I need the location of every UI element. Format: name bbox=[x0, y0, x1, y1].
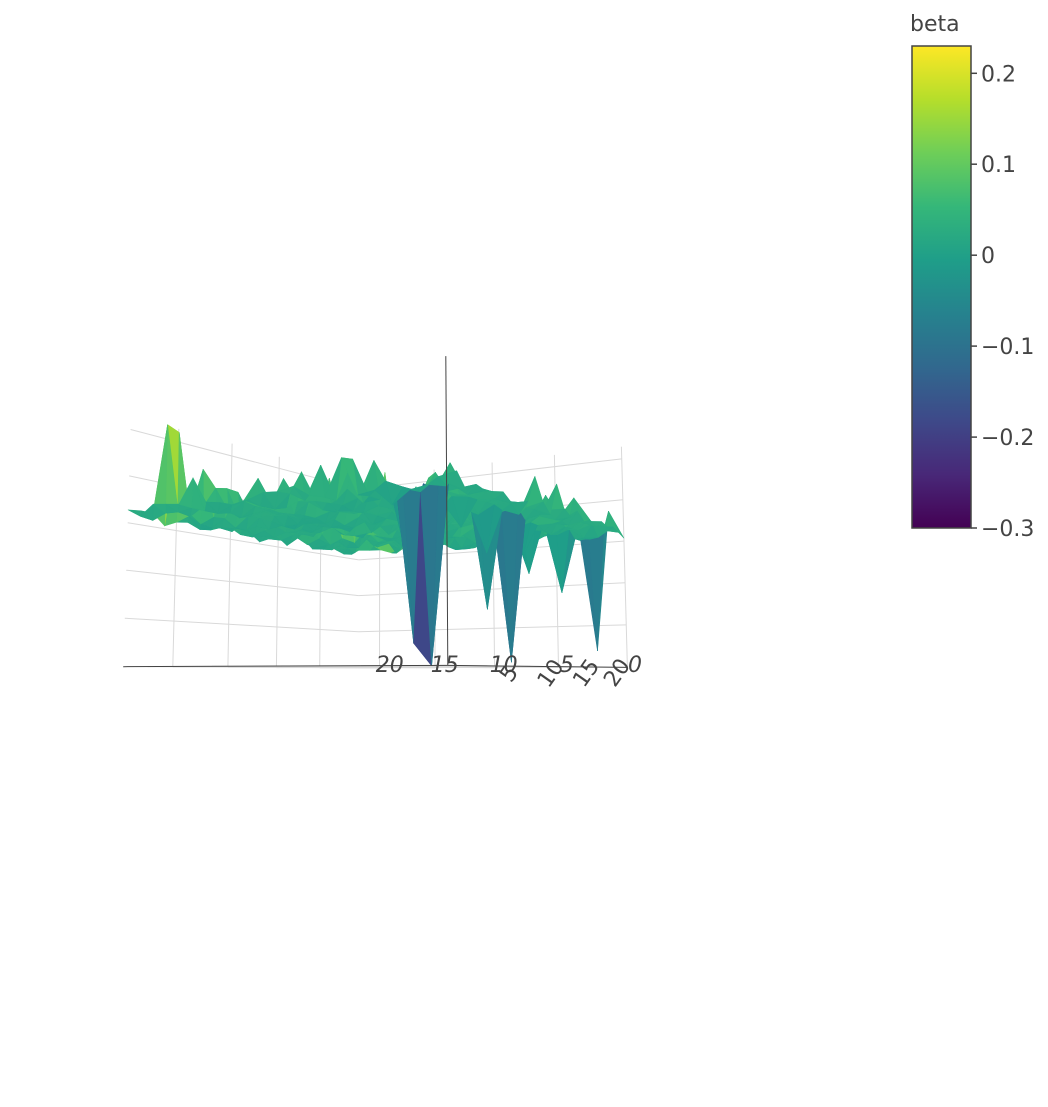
colorbar-tick-label: 0.1 bbox=[981, 153, 1016, 178]
y-tick-label: 15 bbox=[431, 653, 459, 678]
y-tick-label: 5 bbox=[560, 653, 574, 678]
y-tick-label: 20 bbox=[376, 653, 404, 678]
wall2-gridline-x bbox=[228, 444, 232, 668]
surface-mesh bbox=[128, 425, 624, 666]
wall2-gridline-z bbox=[126, 570, 358, 595]
colorbar-tick-label: −0.3 bbox=[981, 517, 1034, 542]
colorbar-tick-label: −0.1 bbox=[981, 335, 1034, 360]
surface-facet bbox=[128, 510, 141, 516]
y-tick-label: 10 bbox=[490, 653, 518, 678]
wall-gridline-z bbox=[359, 625, 627, 632]
colorbar-tick-label: −0.2 bbox=[981, 426, 1034, 451]
wall-gridline-z bbox=[359, 583, 625, 596]
wall-gridline-z bbox=[359, 459, 622, 489]
y-tick-label: 0 bbox=[628, 653, 642, 678]
colorbar-tick-label: 0.2 bbox=[981, 62, 1016, 87]
colorbar-gradient bbox=[912, 46, 971, 528]
x-tick-label: 15 bbox=[569, 655, 606, 692]
colorbar-tick-label: 0 bbox=[981, 244, 995, 269]
wall-gridline-y bbox=[621, 447, 627, 668]
colorbar: beta 0.2 0.1 0 −0.1 −0.2 −0.3 bbox=[910, 12, 1034, 542]
wall2-gridline-z bbox=[125, 618, 359, 632]
colorbar-title: beta bbox=[910, 12, 960, 37]
